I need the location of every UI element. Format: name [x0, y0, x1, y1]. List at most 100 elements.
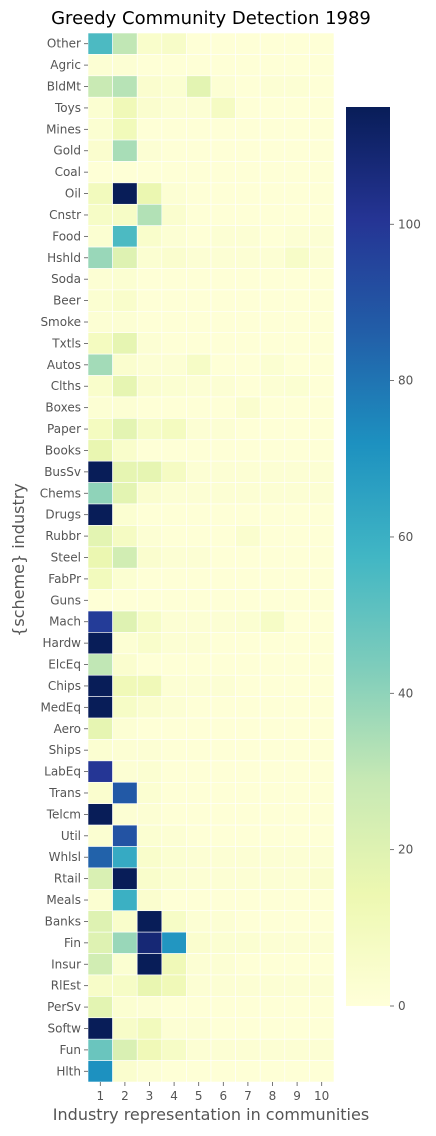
heatmap-cell: [259, 525, 286, 548]
heatmap-cell: [284, 182, 310, 205]
heatmap-cell: [284, 503, 310, 526]
heatmap-cell: [186, 653, 212, 676]
heatmap-cell: [136, 375, 163, 398]
heatmap-cell: [112, 375, 138, 398]
heatmap-cell: [87, 824, 113, 847]
heatmap-cell: [161, 139, 187, 162]
heatmap-cell: [136, 203, 163, 226]
heatmap-cell: [186, 846, 212, 869]
heatmap-cell: [161, 674, 187, 697]
heatmap-cell: [87, 396, 113, 419]
heatmap-cell: [186, 375, 212, 398]
heatmap-cell: [136, 75, 163, 98]
heatmap-cell: [186, 418, 212, 441]
heatmap-cell: [161, 824, 187, 847]
heatmap-cell: [112, 332, 138, 355]
heatmap-cell: [284, 161, 310, 184]
heatmap-cell: [87, 996, 113, 1019]
heatmap-cell: [309, 674, 335, 697]
heatmap-cell: [235, 396, 261, 419]
heatmap-cell: [309, 910, 335, 933]
heatmap-cell: [235, 781, 261, 804]
heatmap-cell: [259, 396, 286, 419]
heatmap-cell: [186, 1060, 212, 1083]
y-tick-label: Agric: [50, 58, 81, 72]
heatmap-cell: [112, 867, 138, 890]
colorbar-tick-label: 60: [398, 530, 413, 544]
heatmap-cell: [210, 717, 236, 740]
heatmap-cell: [87, 589, 113, 612]
heatmap-cell: [235, 203, 261, 226]
heatmap-cell: [210, 203, 236, 226]
heatmap-cell: [284, 653, 310, 676]
heatmap-cell: [284, 760, 310, 783]
heatmap-cell: [235, 717, 261, 740]
heatmap-cell: [112, 846, 138, 869]
heatmap-cell: [235, 375, 261, 398]
heatmap-cell: [210, 974, 236, 997]
heatmap-cell: [186, 760, 212, 783]
heatmap-cell: [161, 54, 187, 77]
heatmap-cell: [161, 96, 187, 119]
heatmap-cell: [136, 503, 163, 526]
heatmap-cell: [259, 54, 286, 77]
heatmap-cell: [309, 546, 335, 569]
heatmap-cell: [284, 717, 310, 740]
heatmap-cell: [235, 974, 261, 997]
heatmap-cell: [87, 803, 113, 826]
heatmap-cell: [186, 96, 212, 119]
heatmap-cell: [112, 203, 138, 226]
heatmap-cell: [210, 760, 236, 783]
heatmap-cell: [210, 1060, 236, 1083]
heatmap-cell: [259, 375, 286, 398]
heatmap-cell: [259, 546, 286, 569]
heatmap-cell: [235, 846, 261, 869]
heatmap-cell: [161, 203, 187, 226]
heatmap-cell: [284, 418, 310, 441]
x-tick-labels: 1 2 3 4 5 6 7 8 9 10: [96, 1082, 329, 1103]
y-tick-label: Mines: [46, 122, 81, 136]
heatmap-cell: [284, 824, 310, 847]
heatmap-cell: [87, 953, 113, 976]
heatmap-cell: [235, 503, 261, 526]
heatmap-cell: [136, 96, 163, 119]
heatmap-cell: [259, 1038, 286, 1061]
heatmap-cell: [259, 781, 286, 804]
heatmap-cell: [284, 1060, 310, 1083]
heatmap-cell: [161, 610, 187, 633]
heatmap-cell: [309, 503, 335, 526]
heatmap-cell: [161, 525, 187, 548]
heatmap-cell: [210, 546, 236, 569]
heatmap-cell: [87, 696, 113, 719]
heatmap-cell: [136, 739, 163, 762]
heatmap-cell: [112, 567, 138, 590]
heatmap-cell: [161, 182, 187, 205]
heatmap-cell: [235, 889, 261, 912]
heatmap-cell: [136, 803, 163, 826]
heatmap-cell: [112, 910, 138, 933]
heatmap-cell: [112, 311, 138, 334]
y-tick-label: Coal: [55, 165, 81, 179]
heatmap-cell: [136, 1060, 163, 1083]
heatmap-cell: [161, 311, 187, 334]
heatmap-cell: [186, 610, 212, 633]
heatmap-cell: [186, 824, 212, 847]
heatmap-cell: [259, 75, 286, 98]
heatmap-cell: [112, 225, 138, 248]
heatmap-cell: [259, 1060, 286, 1083]
heatmap-cell: [136, 717, 163, 740]
heatmap-cell: [186, 739, 212, 762]
y-tick-label: Chems: [40, 486, 81, 500]
heatmap-cell: [284, 953, 310, 976]
heatmap-cell: [259, 439, 286, 462]
heatmap-cell: [259, 118, 286, 141]
heatmap-cell: [309, 846, 335, 869]
heatmap-cell: [87, 889, 113, 912]
heatmap-cell: [161, 760, 187, 783]
heatmap-cell: [112, 353, 138, 376]
heatmap-cell: [186, 32, 212, 55]
heatmap-cell: [235, 696, 261, 719]
heatmap-cell: [284, 118, 310, 141]
heatmap-cell: [136, 289, 163, 312]
heatmap-cell: [87, 439, 113, 462]
